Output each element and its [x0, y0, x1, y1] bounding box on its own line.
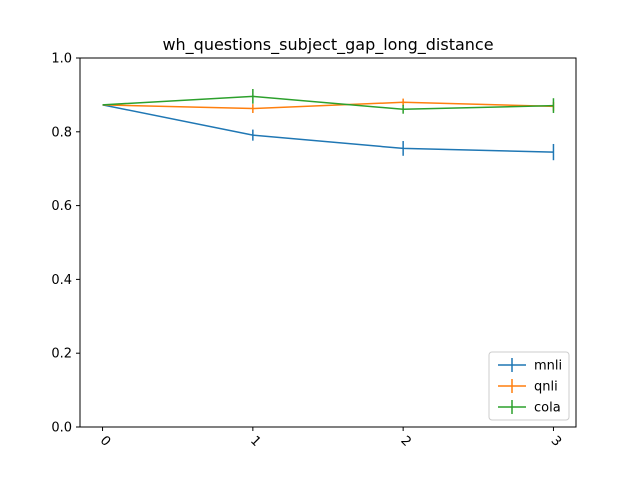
- plot-frame: [79, 57, 577, 428]
- legend-label-cola: cola: [534, 401, 561, 416]
- axes-layer: 0.00.20.40.60.81.00 1 2 3: [51, 52, 577, 450]
- series-layer: [102, 88, 555, 161]
- y-tick-label-2: 0.4: [51, 273, 72, 288]
- legend: mnli qnli cola: [488, 351, 570, 421]
- y-tick-label-5: 1.0: [51, 52, 72, 67]
- y-tick-label-4: 0.8: [51, 125, 72, 140]
- y-tick-label-3: 0.6: [51, 199, 72, 214]
- chart-title: wh_questions_subject_gap_long_distance: [162, 35, 493, 55]
- series-line-qnli: [102, 101, 554, 110]
- series-line-mnli: [102, 104, 554, 153]
- series-line-cola: [102, 95, 554, 111]
- legend-box: [488, 351, 570, 421]
- legend-label-mnli: mnli: [534, 359, 562, 374]
- y-tick-label-1: 0.2: [51, 347, 72, 362]
- legend-label-qnli: qnli: [534, 380, 558, 395]
- y-tick-label-0: 0.0: [51, 421, 72, 436]
